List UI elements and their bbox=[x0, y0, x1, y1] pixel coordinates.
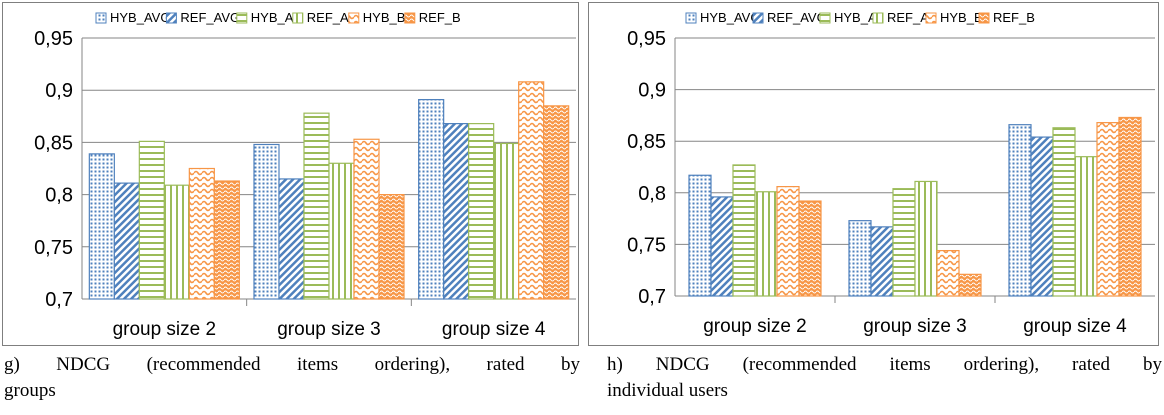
bar-ref-a bbox=[163, 184, 190, 300]
caption-line-1: h) NDCG (recommended items ordering), ra… bbox=[607, 354, 1162, 375]
bar-hyb-avg bbox=[88, 153, 115, 300]
bar-hyb-a bbox=[303, 112, 330, 300]
bar-hyb-b bbox=[1096, 122, 1120, 297]
y-tick-label: 0,8 bbox=[45, 185, 73, 207]
legend-swatch bbox=[236, 12, 248, 24]
figure-caption-h: h) NDCG (recommended items ordering), ra… bbox=[607, 352, 1162, 404]
bar-hyb-a bbox=[468, 123, 495, 300]
chart-panel-g: 0,7 0,75 0,8 0,85 0,9 0,95 group size 2 group s… bbox=[2, 2, 579, 346]
bar-hyb-a bbox=[732, 164, 756, 297]
bar-hyb-avg bbox=[688, 174, 712, 297]
bar-hyb-avg bbox=[1008, 124, 1032, 297]
bar-ref-a bbox=[914, 180, 938, 297]
bar-hyb-avg bbox=[848, 220, 872, 297]
legend-swatch bbox=[925, 12, 937, 24]
legend-label: REF_AVG bbox=[180, 10, 240, 25]
bar-chart-h: 0,7 0,75 0,8 0,85 0,9 0,95 group size 2 group s… bbox=[627, 10, 1155, 337]
x-category-label: group size 3 bbox=[863, 316, 967, 337]
y-tick-label: 0,95 bbox=[34, 28, 73, 50]
legend-label: REF_AVG bbox=[767, 10, 827, 25]
bar-ref-b bbox=[378, 194, 405, 300]
y-tick-label: 0,7 bbox=[45, 289, 73, 311]
bar-hyb-b bbox=[518, 81, 545, 300]
chart-panel-h: 0,7 0,75 0,8 0,85 0,9 0,95 group size 2 group s… bbox=[588, 2, 1159, 346]
bar-ref-a bbox=[328, 162, 355, 300]
legend-swatch bbox=[165, 12, 177, 24]
y-tick-label: 0,85 bbox=[627, 131, 666, 153]
y-tick-label: 0,9 bbox=[638, 80, 666, 102]
bar-hyb-b bbox=[188, 167, 215, 300]
caption-line-2: individual users bbox=[607, 380, 728, 401]
bar-hyb-b bbox=[776, 186, 800, 297]
figure-caption-g: g) NDCG (recommended items ordering), ra… bbox=[4, 352, 580, 404]
legend-swatch bbox=[752, 12, 764, 24]
bar-ref-b bbox=[798, 200, 822, 297]
x-category-label: group size 2 bbox=[703, 316, 807, 337]
bar-hyb-b bbox=[353, 138, 380, 300]
bar-ref-b bbox=[213, 180, 240, 300]
legend-label: HYB_AVG bbox=[110, 10, 170, 25]
legend-swatch bbox=[685, 12, 697, 24]
x-category-label: group size 2 bbox=[113, 319, 217, 340]
legend-swatch bbox=[978, 12, 990, 24]
bar-hyb-avg bbox=[418, 98, 445, 300]
legend-swatch bbox=[292, 12, 304, 24]
legend-label: HYB_A bbox=[251, 10, 294, 25]
x-category-label: group size 4 bbox=[442, 319, 546, 340]
y-tick-label: 0,75 bbox=[627, 234, 666, 256]
y-tick-label: 0,95 bbox=[627, 28, 666, 50]
caption-line-1: g) NDCG (recommended items ordering), ra… bbox=[4, 354, 580, 375]
legend-label: REF_A bbox=[887, 10, 929, 25]
y-tick-label: 0,75 bbox=[34, 237, 73, 259]
bar-chart-g: 0,7 0,75 0,8 0,85 0,9 0,95 group size 2 group s… bbox=[34, 10, 576, 340]
legend-swatch bbox=[872, 12, 884, 24]
bar-ref-avg bbox=[1030, 136, 1054, 297]
legend-swatch bbox=[348, 12, 360, 24]
bar-hyb-a bbox=[1052, 127, 1076, 297]
bar-ref-avg bbox=[113, 182, 140, 300]
legend-label: HYB_AVG bbox=[700, 10, 760, 25]
bar-ref-b bbox=[1118, 116, 1142, 297]
bar-ref-a bbox=[1074, 156, 1098, 297]
legend-swatch bbox=[404, 12, 416, 24]
bar-ref-avg bbox=[870, 226, 894, 297]
bar-ref-a bbox=[754, 191, 778, 297]
legend-label: REF_B bbox=[993, 10, 1035, 25]
bar-ref-b bbox=[958, 273, 982, 297]
y-tick-label: 0,9 bbox=[45, 80, 73, 102]
bar-hyb-a bbox=[892, 188, 916, 297]
bar-ref-avg bbox=[443, 123, 470, 300]
legend-swatch bbox=[95, 12, 107, 24]
bar-ref-avg bbox=[278, 178, 305, 300]
legend-label: HYB_A bbox=[834, 10, 877, 25]
bar-hyb-a bbox=[138, 140, 165, 300]
bar-hyb-b bbox=[936, 249, 960, 297]
legend-label: REF_A bbox=[307, 10, 349, 25]
bar-ref-a bbox=[493, 142, 520, 300]
x-category-label: group size 4 bbox=[1023, 316, 1127, 337]
legend-label: HYB_B bbox=[363, 10, 406, 25]
bar-ref-avg bbox=[710, 196, 734, 297]
caption-line-2: groups bbox=[4, 380, 56, 401]
legend-label: HYB_B bbox=[940, 10, 983, 25]
y-tick-label: 0,85 bbox=[34, 132, 73, 154]
legend-swatch bbox=[819, 12, 831, 24]
y-tick-label: 0,7 bbox=[638, 286, 666, 308]
bar-ref-b bbox=[543, 105, 570, 300]
y-tick-label: 0,8 bbox=[638, 183, 666, 205]
bar-hyb-avg bbox=[253, 143, 280, 300]
legend-label: REF_B bbox=[419, 10, 461, 25]
x-category-label: group size 3 bbox=[277, 319, 381, 340]
